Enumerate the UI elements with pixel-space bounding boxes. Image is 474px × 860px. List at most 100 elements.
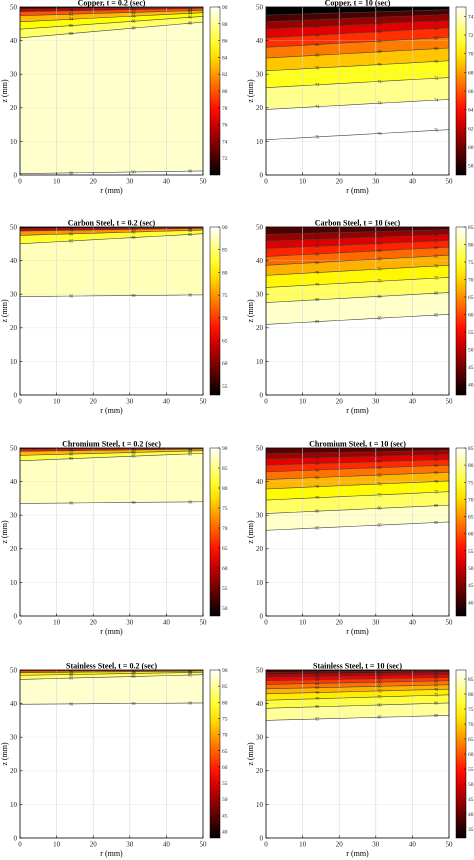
chart-1-contour-label: 86 (69, 23, 73, 28)
chart-2-contour-label: 60 (315, 17, 319, 22)
chart-2-colorbar-tick-label: 62 (468, 126, 474, 132)
chart-2-contour-label: 76 (315, 134, 319, 139)
chart-1-xtick-label: 10 (53, 178, 61, 186)
chart-7-contour-label: 80 (69, 672, 73, 677)
chart-7-contour-90 (20, 702, 203, 705)
chart-6-contour-label: 70 (434, 479, 438, 484)
chart-4: 85 85 85 80 80 80 75 75 75 70 70 70 65 65 65 60 60 60 55 55… (246, 219, 474, 416)
chart-6-contour-label: 60 (377, 465, 381, 470)
chart-7-contour-label: 90 (188, 700, 192, 705)
chart-5-ytick-label: 0 (14, 612, 18, 620)
chart-8-contour-label: 65 (434, 682, 438, 687)
chart-6-colorbar-tick-label: 80 (468, 463, 474, 469)
chart-4-ytick-label: 0 (260, 391, 264, 399)
chart-2-contour-label: 58 (315, 11, 319, 16)
chart-5-xtick-label: 50 (200, 619, 208, 627)
chart-3-contour-label: 85 (188, 232, 192, 237)
chart-5-contour-label: 90 (131, 500, 135, 505)
chart-4-contour-label: 70 (377, 267, 381, 272)
chart-1-colorbar-tick-label: 76 (222, 123, 228, 129)
chart-7-ytick-label: 20 (10, 767, 18, 775)
chart-5-colorbar-tick-label: 55 (222, 586, 228, 592)
chart-7-colorbar-tick-label: 45 (222, 813, 228, 819)
chart-5-contour-label: 80 (69, 451, 73, 456)
chart-7-colorbar-tick-label: 75 (222, 716, 228, 722)
chart-5-contour-70 (20, 448, 203, 452)
chart-4-contour-label: 50 (434, 232, 438, 237)
chart-4-contour-label: 85 (377, 316, 381, 321)
chart-2-contour-label: 62 (315, 24, 319, 29)
chart-6-ytick-label: 50 (256, 444, 264, 452)
chart-2-contour-64 (266, 27, 449, 39)
chart-4-xtick-label: 20 (336, 398, 344, 406)
chart-6-contour-45 (266, 450, 449, 455)
chart-7-ylabel: z (mm) (0, 742, 9, 766)
chart-4-contour-50 (266, 234, 449, 242)
chart-1-contour-label: 90 (69, 170, 73, 175)
chart-8-colorbar-tick-label: 45 (468, 797, 474, 803)
chart-2-contour-72 (266, 77, 449, 88)
chart-5-colorbar-tick-label: 70 (222, 526, 228, 532)
chart-6-contour-65 (266, 471, 449, 480)
chart-1-contour-78 (20, 8, 203, 12)
chart-2-plot-area: 76 76 76 74 74 74 72 72 72 70 70 70 68 68 68 66 66 66 64 64… (266, 7, 449, 175)
chart-2-contour-74 (266, 99, 449, 110)
chart-5-colorbar-tick-label: 75 (222, 506, 228, 512)
chart-4-plot-area: 85 85 85 80 80 80 75 75 75 70 70 70 65 65 65 60 60 60 55 55… (266, 227, 449, 395)
chart-7-contour-label: 70 (69, 670, 73, 675)
chart-6-contour-label: 65 (377, 472, 381, 477)
chart-3-band-90 (20, 227, 203, 297)
chart-6-contour-75 (266, 491, 449, 501)
chart-4-contour-60 (266, 246, 449, 257)
chart-5-contour-label: 60 (131, 446, 135, 451)
chart-4-contour-70 (266, 265, 449, 276)
chart-6-contour-85 (266, 521, 449, 531)
chart-6-frame (265, 447, 450, 617)
chart-8-contour-label: 80 (315, 704, 319, 709)
chart-8-xtick-label: 30 (372, 841, 380, 849)
chart-6-contour-label: 85 (377, 523, 381, 528)
chart-5-contour-label: 70 (69, 448, 73, 453)
chart-8-ytick-label: 30 (256, 734, 264, 742)
chart-2-contour-label: 62 (434, 18, 438, 23)
chart-4-ylabel: z (mm) (246, 299, 255, 323)
chart-5-frame (19, 447, 204, 617)
chart-6-ytick-label: 10 (256, 579, 264, 587)
chart-1-title: Copper, t = 0.2 (sec) (78, 0, 146, 8)
chart-7-xtick-label: 50 (200, 841, 208, 849)
chart-5-ytick-label: 50 (10, 444, 18, 452)
chart-2-title: Copper, t = 10 (sec) (325, 0, 391, 8)
chart-7-contour-label: 90 (131, 701, 135, 706)
chart-7-band-90 (20, 670, 203, 705)
chart-2-colorbar-tick-label: 58 (468, 164, 474, 170)
chart-4-contour-label: 50 (315, 237, 319, 242)
chart-7-frame (19, 669, 204, 839)
chart-6-colorbar-tick-label: 55 (468, 549, 474, 555)
chart-1-ytick-label: 40 (10, 37, 18, 45)
chart-7-colorbar-tick-label: 50 (222, 797, 228, 803)
chart-3-contour-85 (20, 233, 203, 245)
chart-5-contour-label: 90 (188, 499, 192, 504)
chart-3-ytick-label: 10 (10, 358, 18, 366)
chart-1-contour-label: 90 (188, 169, 192, 174)
chart-3-colorbar-tick-label: 75 (222, 293, 228, 299)
chart-6-contour-label: 55 (315, 461, 319, 466)
chart-8-ylabel: z (mm) (246, 742, 255, 766)
chart-8-colorbar-tick-label: 55 (468, 767, 474, 773)
chart-7-contour-label: 90 (69, 701, 73, 706)
chart-8-contour-75 (266, 694, 449, 701)
chart-1-contour-label: 84 (69, 17, 73, 22)
chart-6-colorbar (455, 447, 467, 617)
chart-8-xtick-label: 50 (446, 841, 454, 849)
chart-2-contour-label: 76 (434, 128, 438, 133)
chart-8-contour-60 (266, 680, 449, 685)
chart-7-xtick-label: 0 (18, 841, 22, 849)
chart-3-colorbar-tick-label: 55 (222, 384, 228, 390)
chart-3-contour-label: 60 (69, 226, 73, 231)
chart-8-contour-label: 75 (434, 693, 438, 698)
